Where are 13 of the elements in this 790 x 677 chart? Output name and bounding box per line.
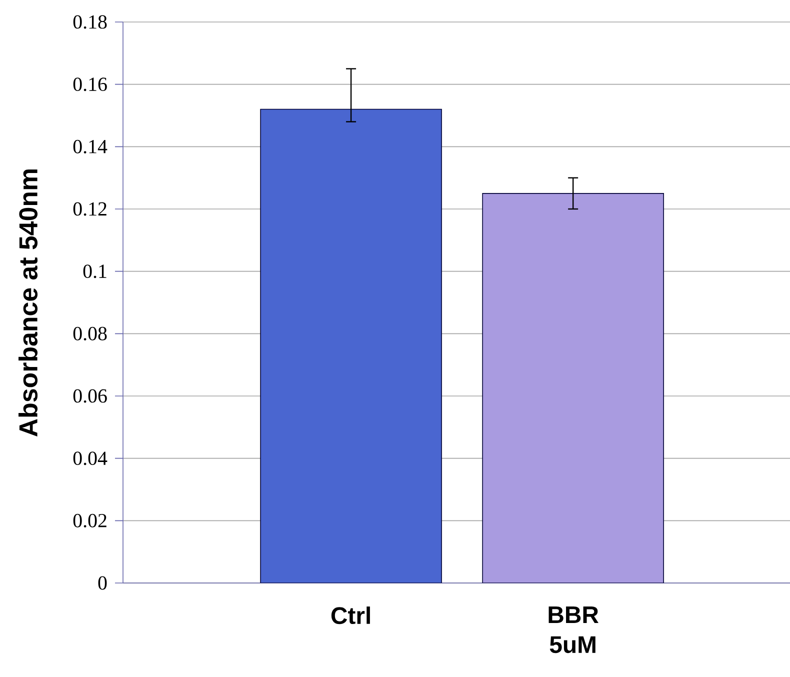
- x-tick-label: Ctrl: [331, 606, 370, 624]
- y-tick-label: 0.04: [73, 452, 108, 466]
- y-tick-label: 0.06: [73, 389, 107, 403]
- y-tick-label: 0.16: [73, 78, 107, 92]
- y-tick-label: 0: [98, 576, 107, 590]
- y-axis-title: Absorbance at 540nm: [18, 170, 38, 436]
- y-tick-label: 0.1: [83, 264, 106, 278]
- y-tick-label: 0.02: [73, 514, 106, 528]
- y-tick-label: 0.08: [73, 326, 107, 340]
- y-tick-label: 0.12: [73, 202, 106, 216]
- x-tick-label: BBR 5uM: [548, 606, 598, 654]
- y-tick-label: 0.14: [73, 140, 108, 154]
- y-tick-label: 0.18: [73, 15, 107, 29]
